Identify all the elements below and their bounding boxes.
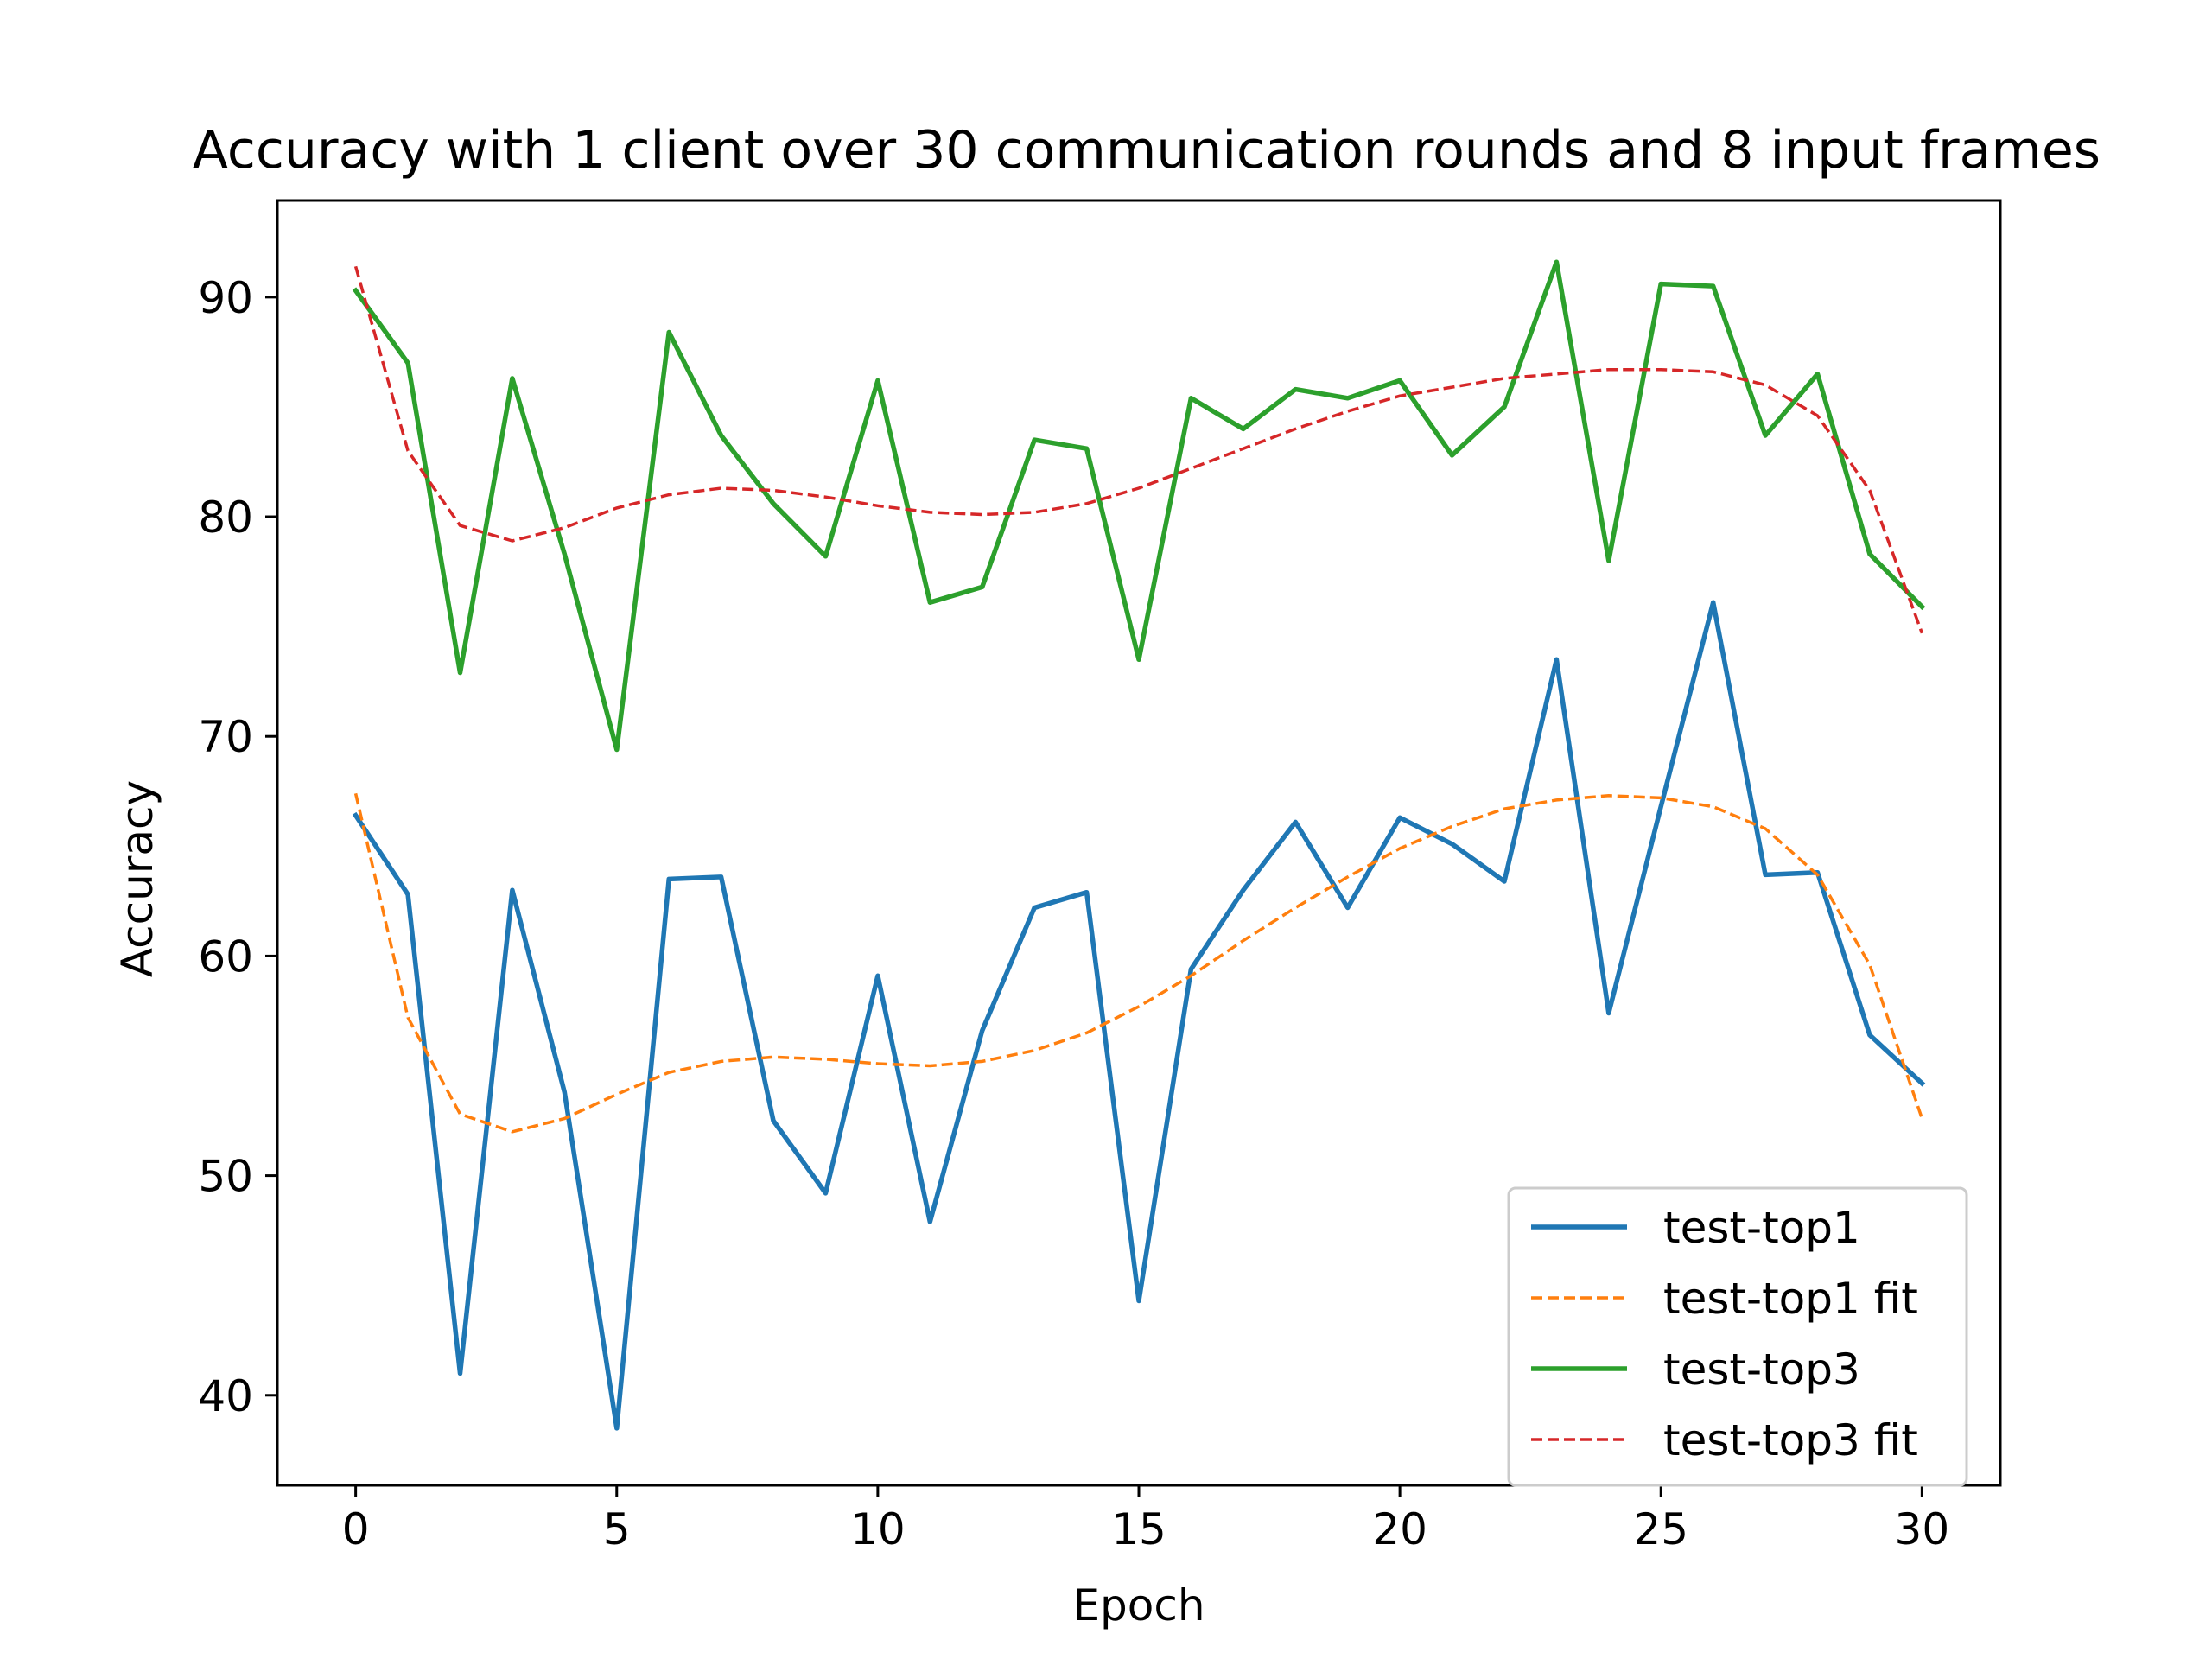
y-axis-label: Accuracy (112, 780, 162, 977)
legend-box (1507, 1186, 1968, 1487)
series-line-test-top3 (352, 259, 1926, 753)
y-tick-label: 90 (198, 273, 253, 323)
legend-label: test-top3 (1663, 1344, 1860, 1395)
y-tick-label: 80 (198, 493, 253, 543)
chart-title: Accuracy with 1 client over 30 communica… (193, 120, 2101, 181)
x-tick-label: 0 (342, 1504, 370, 1554)
legend: test-top1 test-top1 fit test-top3 test-top3… (1507, 1186, 1968, 1487)
series-line-test-top1 (352, 600, 1926, 1431)
x-tick-label: 5 (603, 1504, 631, 1554)
y-tick-label: 70 (198, 712, 253, 762)
legend-label: test-top1 fit (1663, 1274, 1918, 1324)
legend-label: test-top1 (1663, 1203, 1860, 1253)
y-tick-label: 50 (198, 1152, 253, 1202)
y-tick-label: 40 (198, 1371, 253, 1421)
x-tick-label: 30 (1895, 1504, 1950, 1554)
plot-area (352, 259, 1926, 1431)
y-axis: 40 50 60 70 80 90 (198, 273, 277, 1421)
x-tick-label: 20 (1372, 1504, 1427, 1554)
series-line-test-top1-fit (353, 792, 1924, 1134)
x-axis: 0 5 10 15 20 25 30 (342, 1485, 1949, 1554)
series-line-test-top3-fit (353, 265, 1924, 634)
x-tick-label: 25 (1633, 1504, 1688, 1554)
x-tick-label: 15 (1111, 1504, 1166, 1554)
y-tick-label: 60 (198, 931, 253, 982)
legend-label: test-top3 fit (1663, 1415, 1918, 1465)
x-axis-label: Epoch (1072, 1580, 1205, 1630)
x-tick-label: 10 (850, 1504, 906, 1554)
